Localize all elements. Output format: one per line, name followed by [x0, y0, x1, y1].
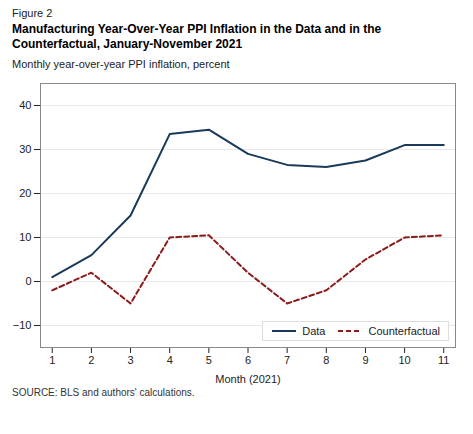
svg-text:30: 30: [19, 143, 31, 155]
svg-text:7: 7: [284, 354, 290, 366]
html-text:Counterfactual: Counterfactual: [368, 325, 440, 337]
svg-text:−10: −10: [13, 319, 32, 331]
svg-text:5: 5: [206, 354, 212, 366]
html-text:Figure 2: Figure 2: [12, 7, 53, 19]
svg-text:40: 40: [19, 99, 31, 111]
svg-text:11: 11: [438, 354, 449, 366]
svg-text:0: 0: [25, 275, 31, 287]
svg-text:Month (2021): Month (2021): [215, 373, 280, 385]
html-text:Manufacturing Year-Over-Year P: Manufacturing Year-Over-Year PPI Inflati…: [12, 22, 382, 51]
svg-text:8: 8: [323, 354, 329, 366]
svg-text:4: 4: [167, 354, 173, 366]
svg-text:1: 1: [49, 354, 55, 366]
svg-text:2: 2: [88, 354, 94, 366]
svg-text:3: 3: [127, 354, 133, 366]
html-text:Data: Data: [302, 325, 326, 337]
svg-text:6: 6: [245, 354, 251, 366]
svg-text:9: 9: [362, 354, 368, 366]
svg-text:10: 10: [398, 354, 410, 366]
svg-text:20: 20: [19, 187, 31, 199]
svg-text:10: 10: [19, 231, 31, 243]
html-text:Monthly year-over-year PPI inf: Monthly year-over-year PPI inflation, pe…: [12, 58, 230, 70]
html-text:SOURCE: BLS and authors' calcu: SOURCE: BLS and authors' calculations.: [12, 387, 195, 398]
